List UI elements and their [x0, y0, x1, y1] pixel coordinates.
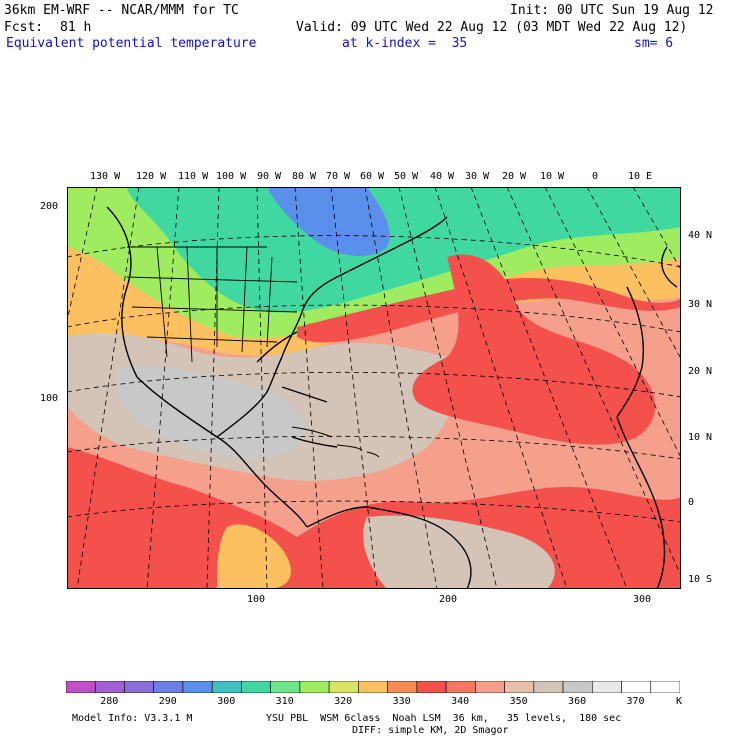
lon-label: 40 W — [430, 171, 455, 182]
colorbar-units: K — [676, 696, 683, 707]
lon-label: 30 W — [465, 171, 490, 182]
lon-label: 130 W — [90, 171, 121, 182]
colorbar-swatch — [94, 681, 125, 693]
lon-label: 60 W — [360, 171, 385, 182]
forecast-label: Fcst: — [4, 20, 44, 35]
grid-x-label: 300 — [633, 594, 652, 605]
colorbar-tick-label: 360 — [568, 696, 587, 707]
colorbar-swatch — [358, 681, 388, 693]
physics-info: YSU PBL WSM 6class Noah LSM 36 km, 35 le… — [266, 713, 622, 724]
theta-e-orange-andes — [217, 524, 291, 589]
colorbar-swatch — [475, 681, 505, 693]
colorbar-tick-label: 330 — [392, 696, 411, 707]
model-info: Model Info: V3.3.1 M — [72, 713, 193, 724]
grid-x-label: 100 — [247, 594, 266, 605]
lon-label: 10 E — [628, 171, 653, 182]
colorbar-tick-label: 320 — [334, 696, 353, 707]
colorbar-swatch — [504, 681, 535, 693]
colorbar-swatch — [211, 681, 242, 693]
caribbean-islands — [291, 426, 380, 458]
lon-label: 110 W — [178, 171, 209, 182]
lon-label: 50 W — [394, 171, 419, 182]
lat-label: 10 S — [688, 574, 713, 585]
lat-label: 30 N — [688, 299, 713, 310]
coastlines — [106, 206, 678, 589]
lon-label: 0 — [592, 171, 599, 182]
lon-label: 120 W — [136, 171, 167, 182]
graticule — [67, 187, 681, 589]
colorbar-tick-label: 370 — [626, 696, 645, 707]
colorbar-swatch — [533, 681, 564, 693]
colorbar-swatch — [299, 681, 330, 693]
colorbar-tick-label: 280 — [100, 696, 119, 707]
forecast-hour: 81 h — [60, 20, 92, 35]
level-info: at k-index = 35 — [342, 36, 468, 51]
lon-label: 10 W — [540, 171, 565, 182]
colorbar-tick-label: 300 — [217, 696, 236, 707]
theta-e-tan-south — [363, 515, 555, 589]
colorbar-swatch — [182, 681, 213, 693]
grid-x-label: 200 — [439, 594, 458, 605]
lat-label: 0 — [688, 497, 695, 508]
colorbar-swatch — [445, 681, 476, 693]
colorbar-swatch — [416, 681, 447, 693]
theta-e-front-red — [297, 277, 681, 343]
colorbar — [66, 681, 680, 693]
init-time: Init: 00 UTC Sun 19 Aug 12 — [510, 3, 714, 18]
colorbar-tick-label: 340 — [451, 696, 470, 707]
theta-e-blue-pool — [267, 187, 390, 257]
colorbar-tick-label: 290 — [158, 696, 177, 707]
colorbar-swatch — [621, 681, 652, 693]
valid-time: Valid: 09 UTC Wed 22 Aug 12 (03 MDT Wed … — [296, 20, 688, 35]
smoothing-info: sm= 6 — [634, 36, 674, 51]
colorbar-swatch — [650, 681, 680, 693]
grid-y-label: 100 — [40, 393, 59, 404]
theta-e-grey-core — [117, 366, 305, 459]
grid-y-label: 200 — [40, 201, 59, 212]
lon-label: 70 W — [326, 171, 351, 182]
model-title: 36km EM-WRF -- NCAR/MMM for TC — [4, 3, 239, 18]
colorbar-swatch — [153, 681, 184, 693]
lat-label: 10 N — [688, 432, 713, 443]
state-borders — [126, 246, 298, 363]
lon-label: 80 W — [292, 171, 317, 182]
colorbar-swatch — [328, 681, 359, 693]
colorbar-swatch — [66, 681, 96, 693]
colorbar-swatch — [241, 681, 271, 693]
colorbar-swatch — [387, 681, 418, 693]
lat-label: 40 N — [688, 230, 713, 241]
colorbar-swatch — [270, 681, 301, 693]
lon-label: 100 W — [216, 171, 247, 182]
field-name: Equivalent potential temperature — [6, 36, 257, 51]
theta-e-map — [67, 187, 681, 589]
colorbar-tick-label: 310 — [275, 696, 294, 707]
colorbar-swatch — [591, 681, 622, 693]
lon-label: 20 W — [502, 171, 527, 182]
diffusion-info: DIFF: simple KM, 2D Smagor — [352, 725, 509, 736]
lat-label: 20 N — [688, 366, 713, 377]
colorbar-tick-label: 350 — [509, 696, 528, 707]
colorbar-swatch — [124, 681, 155, 693]
colorbar-swatch — [562, 681, 593, 693]
lon-label: 90 W — [257, 171, 282, 182]
